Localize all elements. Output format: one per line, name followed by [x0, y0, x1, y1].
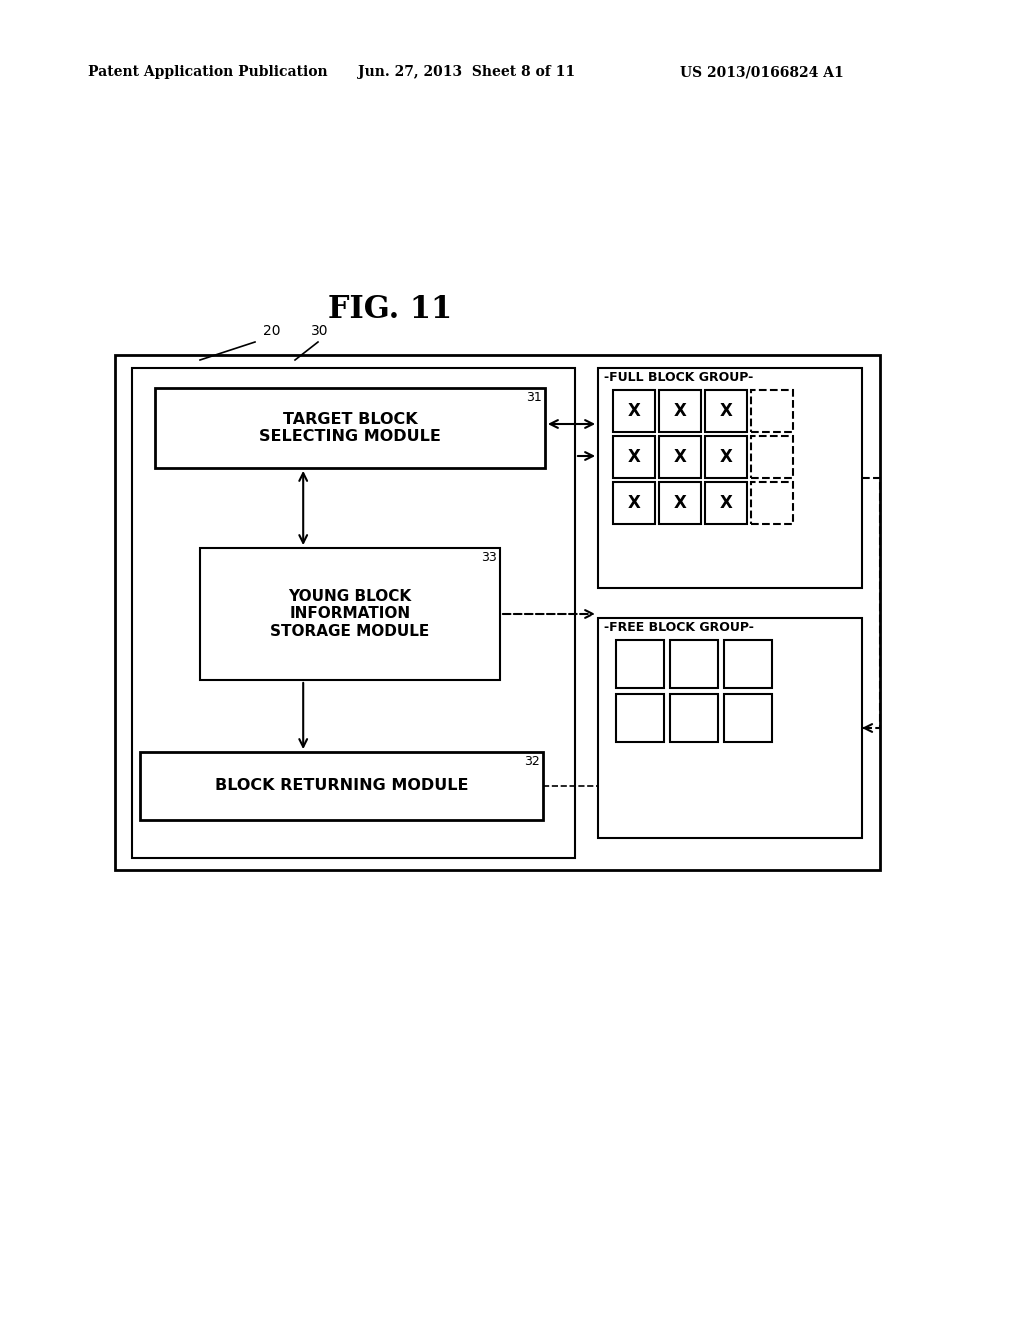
Bar	[751, 436, 793, 478]
Bar	[751, 482, 793, 524]
Text: Patent Application Publication: Patent Application Publication	[88, 65, 328, 79]
Bar	[598, 618, 862, 838]
Text: -FULL BLOCK GROUP-: -FULL BLOCK GROUP-	[604, 371, 754, 384]
Text: X: X	[628, 447, 640, 466]
Text: X: X	[628, 494, 640, 512]
Bar	[670, 640, 718, 688]
Text: Jun. 27, 2013  Sheet 8 of 11: Jun. 27, 2013 Sheet 8 of 11	[358, 65, 575, 79]
Bar	[598, 368, 862, 587]
Bar	[616, 694, 664, 742]
Text: 33: 33	[481, 550, 497, 564]
Bar	[705, 482, 746, 524]
Bar	[751, 389, 793, 432]
Bar	[705, 436, 746, 478]
Bar	[670, 694, 718, 742]
Bar	[155, 388, 545, 469]
Bar	[115, 355, 880, 870]
Text: X: X	[674, 447, 686, 466]
Text: YOUNG BLOCK
INFORMATION
STORAGE MODULE: YOUNG BLOCK INFORMATION STORAGE MODULE	[270, 589, 430, 639]
Text: X: X	[674, 403, 686, 420]
Bar	[613, 389, 655, 432]
Bar	[132, 368, 575, 858]
Bar	[659, 389, 701, 432]
Bar	[613, 436, 655, 478]
Text: 30: 30	[311, 323, 329, 338]
Bar	[200, 548, 500, 680]
Bar	[705, 389, 746, 432]
Text: 32: 32	[524, 755, 540, 768]
Bar	[659, 436, 701, 478]
Text: -FREE BLOCK GROUP-: -FREE BLOCK GROUP-	[604, 620, 754, 634]
Text: 20: 20	[263, 323, 281, 338]
Text: BLOCK RETURNING MODULE: BLOCK RETURNING MODULE	[215, 779, 468, 793]
Bar	[140, 752, 543, 820]
Text: X: X	[720, 494, 732, 512]
Bar	[724, 640, 772, 688]
Text: X: X	[674, 494, 686, 512]
Bar	[724, 694, 772, 742]
Text: TARGET BLOCK
SELECTING MODULE: TARGET BLOCK SELECTING MODULE	[259, 412, 441, 445]
Text: X: X	[628, 403, 640, 420]
Bar	[659, 482, 701, 524]
Text: FIG. 11: FIG. 11	[328, 294, 452, 326]
Text: US 2013/0166824 A1: US 2013/0166824 A1	[680, 65, 844, 79]
Text: 31: 31	[526, 391, 542, 404]
Bar	[616, 640, 664, 688]
Bar	[613, 482, 655, 524]
Text: X: X	[720, 447, 732, 466]
Text: X: X	[720, 403, 732, 420]
